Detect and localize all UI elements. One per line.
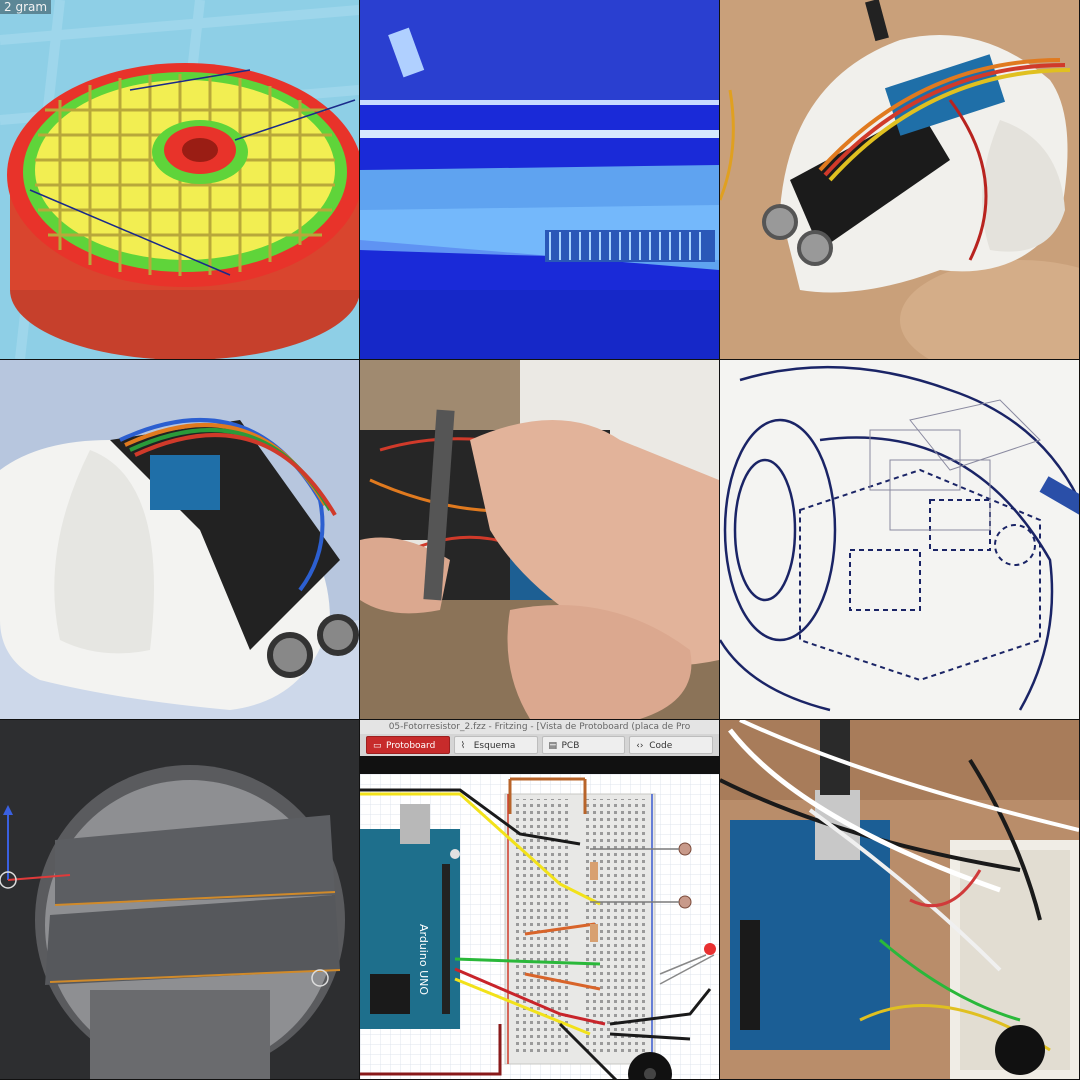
slicer-weight-label: 2 gram xyxy=(0,0,52,14)
view-tab-bar: ▭ Protoboard ⌇ Esquema ▤ PCB ‹› Code xyxy=(360,734,719,756)
pcb-icon: ▤ xyxy=(548,741,558,751)
window-title: 05-Fotorresistor_2.fzz - Fritzing - [Vis… xyxy=(360,720,719,734)
robot-blue-cloth-photo xyxy=(0,360,359,719)
robot-sketch-drawing xyxy=(720,360,1079,719)
sketch-tile xyxy=(720,360,1079,719)
arduino-board[interactable]: Arduino UNO xyxy=(360,804,460,1029)
robot-wood-tile xyxy=(720,0,1079,359)
breadboard-icon: ▭ xyxy=(373,741,382,751)
robot-blue-cloth-tile xyxy=(0,360,359,719)
tab-code[interactable]: ‹› Code xyxy=(629,736,713,754)
tab-esquema[interactable]: ⌇ Esquema xyxy=(453,736,538,754)
hands-assembly-tile xyxy=(360,360,719,719)
arduino-desk-tile xyxy=(720,720,1079,1079)
led[interactable] xyxy=(659,943,716,985)
uv-printer-tile xyxy=(360,0,719,359)
blender-render xyxy=(0,720,359,1079)
arduino-board-label: Arduino UNO xyxy=(417,924,430,995)
tab-protoboard-label: Protoboard xyxy=(386,741,436,751)
piezo-buzzer[interactable] xyxy=(628,1052,672,1079)
robot-wood-photo xyxy=(720,0,1079,359)
tab-protoboard[interactable]: ▭ Protoboard xyxy=(366,736,450,754)
blender-section-tile xyxy=(0,720,359,1079)
photoresistor[interactable] xyxy=(590,842,692,909)
tab-code-label: Code xyxy=(649,741,673,751)
uv-printer-photo xyxy=(360,0,719,359)
schematic-icon: ⌇ xyxy=(460,741,466,751)
slicer-render xyxy=(0,0,359,359)
tab-pcb-label: PCB xyxy=(561,741,580,751)
resistor[interactable] xyxy=(590,862,598,942)
arduino-desk-photo xyxy=(720,720,1079,1079)
slicer-preview-tile: 2 gram xyxy=(0,0,359,359)
fritzing-window-tile: 05-Fotorresistor_2.fzz - Fritzing - [Vis… xyxy=(360,720,719,1079)
circuit-diagram: Arduino UNO xyxy=(360,774,719,1079)
tab-pcb[interactable]: ▤ PCB xyxy=(541,736,626,754)
code-icon: ‹› xyxy=(636,741,644,751)
hands-assembly-photo xyxy=(360,360,719,719)
tab-esquema-label: Esquema xyxy=(473,741,516,751)
breadboard-canvas[interactable]: Arduino UNO xyxy=(360,756,719,1079)
